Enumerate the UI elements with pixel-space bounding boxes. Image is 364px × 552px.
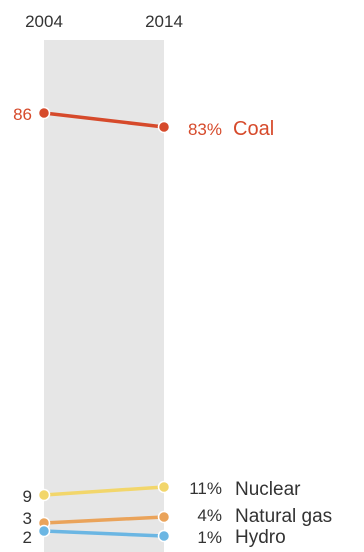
- series-nuclear-point-2014: [157, 480, 171, 494]
- series-coal-start-value: 86: [13, 105, 32, 124]
- series-natural-gas-line: [43, 515, 165, 525]
- series-coal-end-value: 83%: [188, 120, 222, 139]
- series-coal-name: Coal: [233, 118, 274, 140]
- series-nuclear-end-value: 11%: [189, 479, 222, 498]
- series-hydro: 2 1% Hydro: [23, 524, 286, 548]
- series-natural-gas-name: Natural gas: [235, 506, 332, 527]
- series-hydro-point-2014: [157, 529, 171, 543]
- series-natural-gas-end-value: 4%: [197, 506, 222, 525]
- series-coal: 86 83% Coal: [13, 105, 274, 140]
- series-natural-gas-point-2014: [157, 510, 171, 524]
- series-hydro-line: [43, 529, 165, 538]
- series-hydro-name: Hydro: [235, 527, 286, 548]
- series-nuclear-name: Nuclear: [235, 479, 301, 500]
- series-coal-point-2004: [37, 106, 51, 120]
- series-nuclear-start-value: 9: [23, 487, 32, 506]
- series-nuclear: 9 11% Nuclear: [23, 479, 302, 506]
- x-label-2014: 2014: [145, 12, 183, 31]
- series-natural-gas-start-value: 3: [23, 509, 32, 528]
- series-nuclear-point-2004: [37, 488, 51, 502]
- series-hydro-start-value: 2: [23, 528, 32, 547]
- series-hydro-point-2004: [37, 524, 51, 538]
- series-coal-line: [43, 111, 165, 129]
- series-hydro-end-value: 1%: [197, 528, 222, 547]
- series-coal-point-2014: [157, 120, 171, 134]
- series-natural-gas: 3 4% Natural gas: [23, 506, 332, 530]
- series-nuclear-line: [43, 485, 165, 497]
- x-label-2004: 2004: [25, 12, 63, 31]
